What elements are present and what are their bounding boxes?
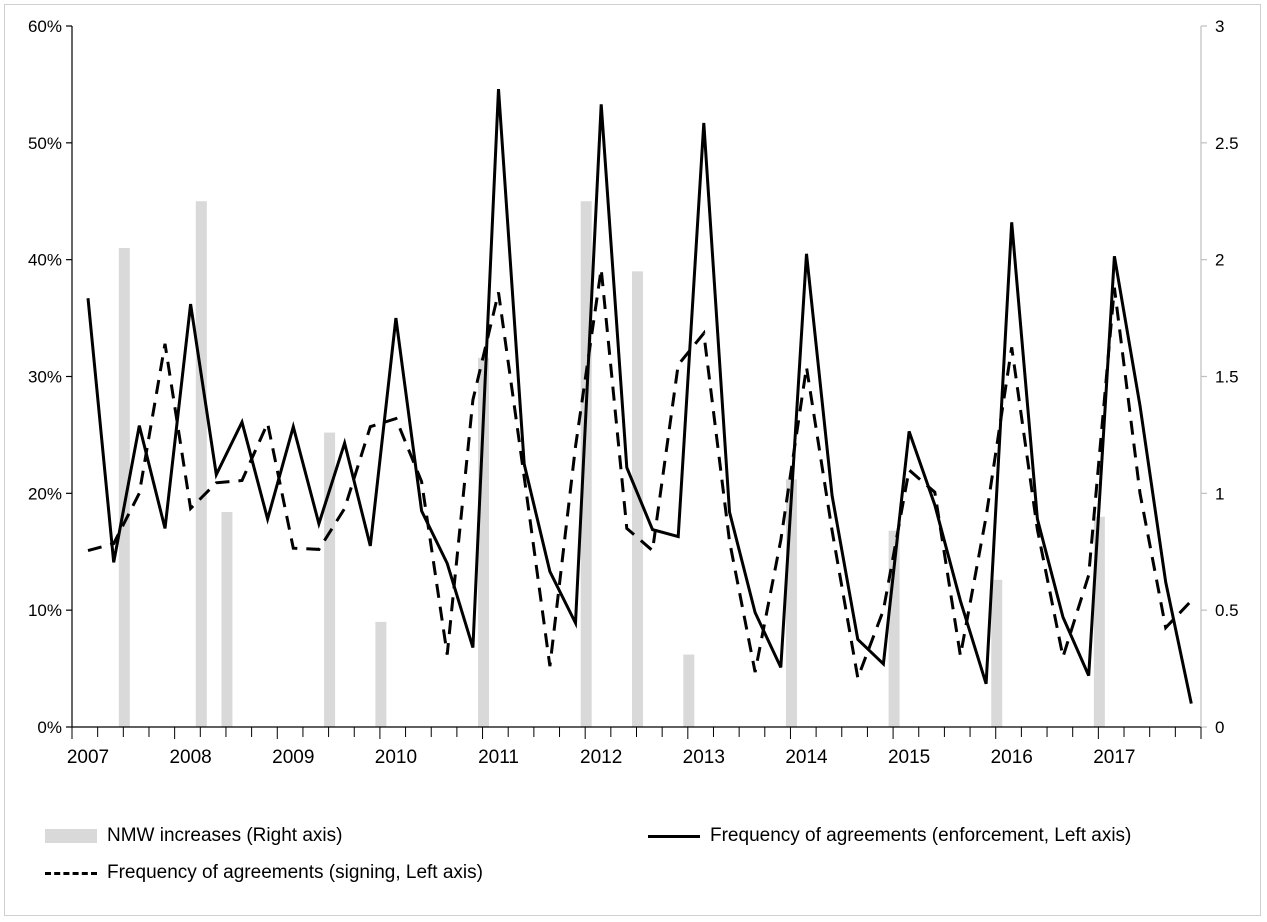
right-tick-label-4: 2 [1215,251,1224,270]
bar-nmw-2 [221,512,233,727]
line-enforcement [86,88,1193,704]
left-tick-label-1: 10% [28,601,62,620]
right-tick-label-2: 1 [1215,484,1224,503]
bar-nmw-9 [785,479,797,727]
left-tick-label-0: 0% [37,718,62,737]
line-signing [87,268,1193,684]
right-tick-label-1: 0.5 [1215,601,1239,620]
left-tick-label-3: 30% [28,368,62,387]
bar-nmw-0 [118,247,130,727]
legend-item-signing: Frequency of agreements (signing, Left a… [45,862,483,884]
bar-nmw-5 [478,357,490,727]
right-tick-label-3: 1.5 [1215,368,1239,387]
bars-layer [118,201,1105,727]
legend-label-nmw: NMW increases (Right axis) [107,825,343,846]
x-tick-label-2012: 2012 [580,747,622,768]
right-tick-label-6: 3 [1215,17,1224,36]
bar-nmw-10 [888,530,900,727]
left-tick-label-6: 60% [28,17,62,36]
x-tick-label-2010: 2010 [375,747,417,768]
x-tick-label-2009: 2009 [272,747,314,768]
bar-nmw-12 [1093,516,1105,727]
legend-label-signing: Frequency of agreements (signing, Left a… [107,862,483,883]
legend-item-enforcement: Frequency of agreements (enforcement, Le… [648,825,1131,847]
x-tick-label-2011: 2011 [478,747,519,768]
bar-nmw-8 [683,654,695,727]
bar-nmw-11 [991,579,1003,727]
bar-nmw-6 [580,201,592,727]
x-tick-label-2014: 2014 [785,747,828,768]
left-tick-label-2: 20% [28,484,62,503]
bar-nmw-1 [195,201,207,727]
legend-label-enforcement: Frequency of agreements (enforcement, Le… [710,825,1132,846]
x-tick-label-2013: 2013 [683,747,725,768]
left-tick-label-4: 40% [28,251,62,270]
axes-layer: 0% 10% 20% 30% 40% 50% 60% 0 0.5 1 1.5 2 2.5 3 2007 200… [28,17,1239,768]
bar-nmw-7 [632,271,643,727]
x-tick-label-2008: 2008 [169,747,211,768]
lines-layer [86,88,1193,704]
x-tick-label-2007: 2007 [67,747,109,768]
legend-swatch-dash [45,871,97,875]
legend-item-nmw: NMW increases (Right axis) [45,825,342,847]
chart-frame [4,4,1261,916]
right-tick-label-5: 2.5 [1215,134,1239,153]
x-tick-label-2015: 2015 [888,747,930,768]
bar-nmw-3 [324,432,336,727]
x-tick-label-2017: 2017 [1093,747,1135,768]
legend-swatch-bar [45,829,97,843]
bar-nmw-4 [375,621,387,727]
left-tick-label-5: 50% [28,134,62,153]
legend-swatch-solid [648,834,700,838]
right-tick-label-0: 0 [1215,718,1224,737]
x-tick-label-2016: 2016 [991,747,1033,768]
